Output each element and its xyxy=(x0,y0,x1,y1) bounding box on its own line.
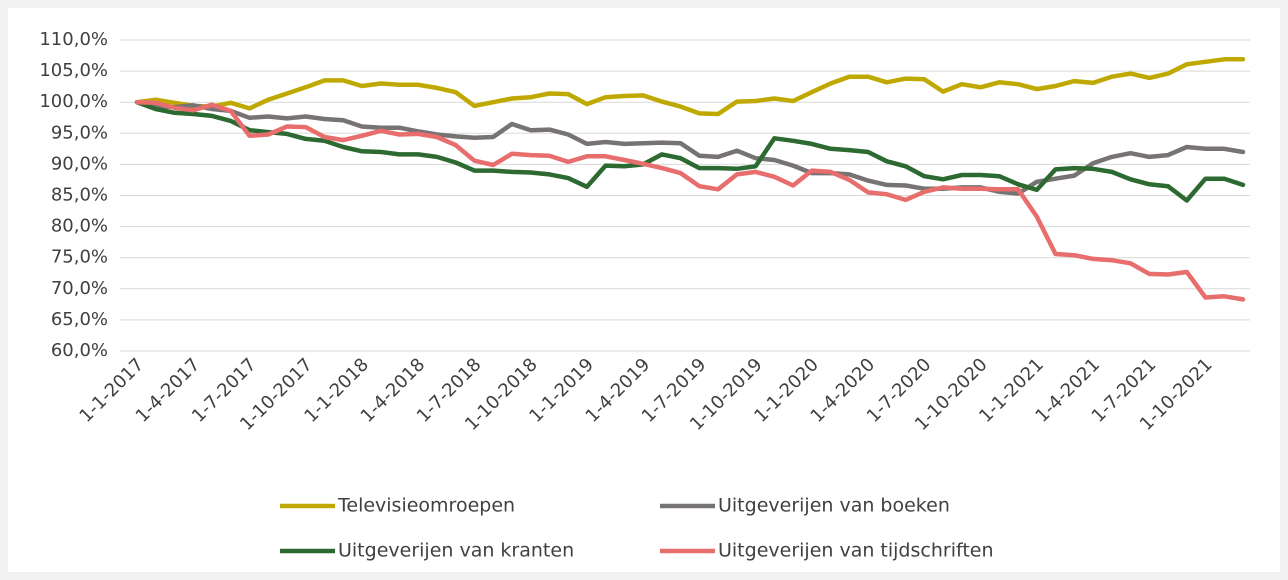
y-tick-label: 110,0% xyxy=(39,29,108,50)
data-line xyxy=(134,99,1246,196)
chart-area xyxy=(8,8,1280,572)
y-tick-label: 100,0% xyxy=(39,91,108,112)
legend-label: Uitgeverijen van kranten xyxy=(338,540,574,562)
data-line xyxy=(134,99,1246,302)
y-tick-label: 80,0% xyxy=(51,216,108,237)
y-tick-label: 70,0% xyxy=(51,278,108,299)
data-line xyxy=(134,57,1246,117)
data-line xyxy=(134,99,1246,203)
legend-label: Televisieomroepen xyxy=(337,495,515,517)
y-tick-label: 105,0% xyxy=(39,60,108,81)
y-tick-label: 85,0% xyxy=(51,185,108,206)
y-tick-label: 95,0% xyxy=(51,122,108,143)
y-tick-label: 60,0% xyxy=(51,340,108,361)
y-tick-label: 90,0% xyxy=(51,153,108,174)
y-tick-label: 65,0% xyxy=(51,309,108,330)
legend-label: Uitgeverijen van tijdschriften xyxy=(718,540,994,562)
legend-label: Uitgeverijen van boeken xyxy=(718,495,950,517)
y-tick-label: 75,0% xyxy=(51,247,108,268)
